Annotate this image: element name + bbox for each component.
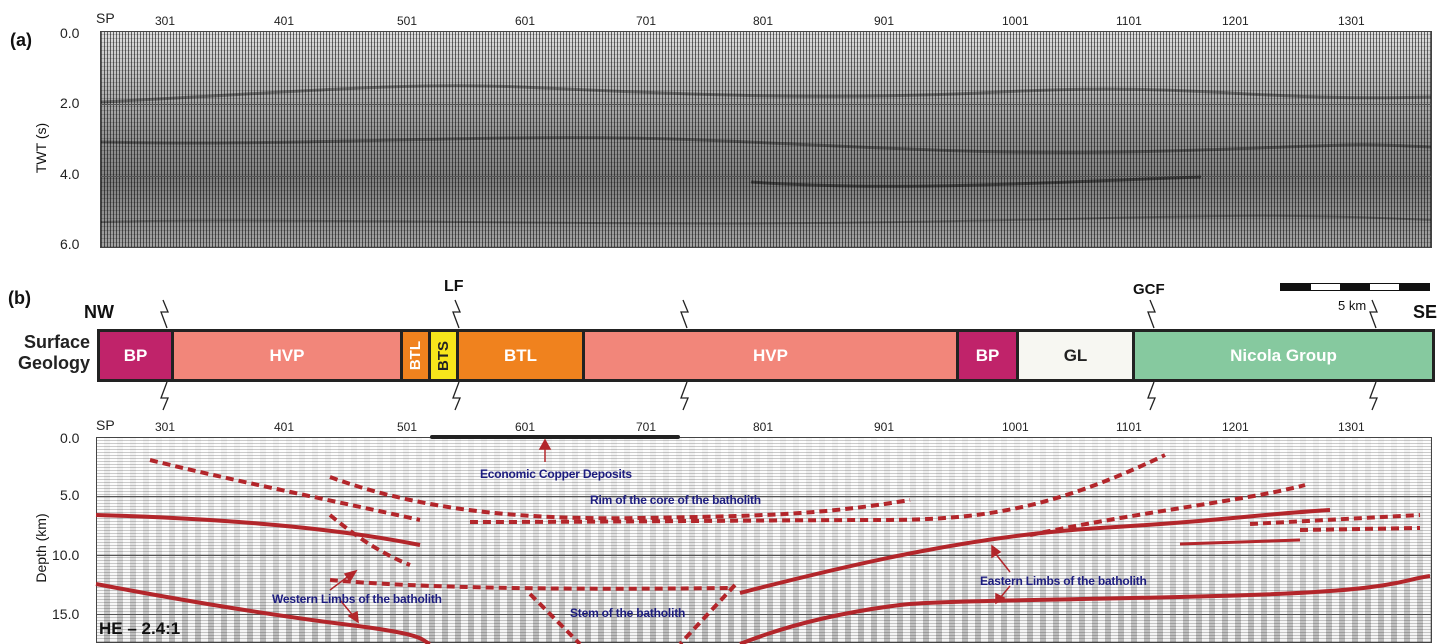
panel-a-y-tick: 4.0 <box>60 166 80 182</box>
panel-a-sp-tick: 401 <box>274 14 295 28</box>
lf-fault-label: LF <box>444 278 464 295</box>
western-limbs-annotation: Western Limbs of the batholith <box>272 592 442 606</box>
depth-gridline-15 <box>97 614 1431 615</box>
panel-b-sp-tick: 801 <box>753 420 774 434</box>
panel-b-y-tick: 0.0 <box>60 430 80 446</box>
unit-bp: BP <box>959 332 1019 379</box>
copper-deposit-annotation: Economic Copper Deposits <box>480 467 632 481</box>
rim-annotation: Rim of the core of the batholith <box>590 493 761 507</box>
horizontal-exaggeration-label: HE – 2.4:1 <box>99 619 181 638</box>
rim-dashed-right <box>469 453 1166 524</box>
eastern-limbs-annotation: Eastern Limbs of the batholith <box>980 574 1147 588</box>
panel-a-sp-tick: 1201 <box>1222 14 1249 28</box>
rim-dashed-left <box>149 458 421 522</box>
panel-a-sp-tick: 701 <box>636 14 657 28</box>
stem-dashed-right <box>678 583 737 644</box>
eastern-limb-solid-lower <box>739 574 1431 644</box>
panel-b-sp-tick: 1201 <box>1222 420 1249 434</box>
nw-label: NW <box>84 302 114 322</box>
gcf-fault-label: GCF <box>1133 281 1165 298</box>
western-limb-dashed <box>329 578 731 591</box>
panel-a-sp-tick: 301 <box>155 14 176 28</box>
unit-btl: BTL <box>459 332 585 379</box>
stem-dashed-left <box>528 592 582 644</box>
panel-a-y-tick: 6.0 <box>60 236 80 252</box>
panel-a-label: (a) <box>10 30 32 50</box>
east-dashed-far2 <box>1299 526 1421 532</box>
seismic-section-b <box>96 437 1432 643</box>
panel-b-sp-tick: 601 <box>515 420 536 434</box>
panel-a-sp-tick: 1301 <box>1338 14 1365 28</box>
seismic-section-a <box>100 31 1432 248</box>
twt-gridline-2 <box>101 104 1431 105</box>
eastern-arrow <box>994 552 1011 573</box>
unit-hvp: HVP <box>585 332 959 379</box>
scale-bar <box>1280 283 1430 291</box>
unit-btl: BTL <box>403 332 431 379</box>
panel-b-sp-tick: 901 <box>874 420 895 434</box>
panel-a-sp-tick: 1101 <box>1116 14 1142 28</box>
panel-b-label: (b) <box>8 288 31 308</box>
panel-a-sp-tick: 801 <box>753 14 774 28</box>
rim-dashed-main <box>329 475 911 521</box>
panel-b-sp-tick: 401 <box>274 420 295 434</box>
stem-annotation: Stem of the batholith <box>570 606 686 620</box>
depth-gridline-5 <box>97 496 1431 497</box>
unit-nicola-group: Nicola Group <box>1135 332 1432 379</box>
panel-a-y-tick: 2.0 <box>60 95 80 111</box>
east-dashed-right <box>1029 483 1306 537</box>
seismic-reflectors-a <box>101 84 1431 225</box>
se-label: SE <box>1413 302 1438 322</box>
panel-a-sp-tick: 501 <box>397 14 418 28</box>
eastern-limb-solid <box>739 508 1331 595</box>
western-limb-solid-lower <box>95 582 431 644</box>
panel-a-y-tick: 0.0 <box>60 25 80 41</box>
surface-geology-label: Surface Geology <box>17 332 90 373</box>
panel-b-sp-tick: 301 <box>155 420 176 434</box>
panel-a-sp-tick: 1001 <box>1002 14 1029 28</box>
panel-b-sp-tick: 1101 <box>1116 420 1142 434</box>
panel-b-sp-tick: 501 <box>397 420 418 434</box>
panel-b-sp-tick: 701 <box>636 420 657 434</box>
panel-a-sp-tick: 901 <box>874 14 895 28</box>
panel-b-y-tick: 5.0 <box>60 487 80 503</box>
east-dashed-far <box>1249 513 1421 526</box>
panel-b-y-tick: 15.0 <box>52 606 80 622</box>
unit-gl: GL <box>1019 332 1135 379</box>
unit-hvp: HVP <box>174 332 403 379</box>
panel-b-sp-tick: 1001 <box>1002 420 1029 434</box>
copper-deposit-marker <box>430 435 680 439</box>
panel-b-sp-tick: 1301 <box>1338 420 1365 434</box>
panel-a-sp-prefix: SP <box>96 10 115 26</box>
panel-b-sp-prefix: SP <box>96 417 115 433</box>
panel-a-sp-tick: 601 <box>515 14 536 28</box>
panel-b-y-tick: 10.0 <box>52 547 80 563</box>
twt-gridline-4 <box>101 176 1431 177</box>
scale-label: 5 km <box>1338 298 1367 313</box>
depth-gridline-10 <box>97 555 1431 556</box>
western-limb-solid <box>95 513 421 547</box>
deep-right-solid <box>1179 538 1301 546</box>
